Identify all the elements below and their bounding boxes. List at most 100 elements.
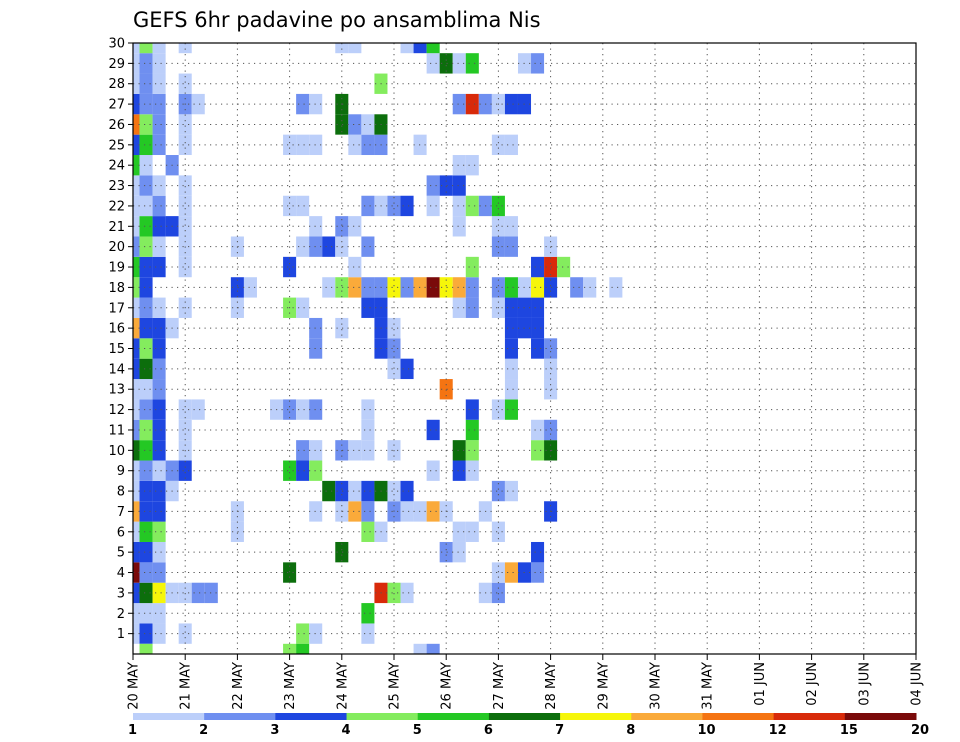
heatmap-cell — [361, 297, 375, 318]
heatmap-cell — [400, 358, 414, 380]
x-tick-label: 20 MAY — [127, 662, 142, 710]
colorbar-swatch — [275, 713, 348, 720]
heatmap-cell — [133, 256, 140, 278]
heatmap-cell — [152, 53, 166, 74]
colorbar-swatch — [346, 713, 419, 720]
y-tick-label: 14 — [108, 362, 125, 377]
y-tick-label: 2 — [117, 607, 125, 622]
colorbar-swatch — [702, 713, 775, 720]
heatmap-cell — [491, 521, 505, 542]
heatmap-cell — [504, 216, 518, 237]
heatmap-cell — [139, 358, 153, 380]
heatmap-cell — [178, 399, 192, 420]
heatmap-cell — [133, 134, 140, 156]
heatmap-cell — [452, 521, 466, 542]
heatmap-cell — [139, 195, 153, 217]
heatmap-cell — [133, 460, 140, 481]
heatmap-cell — [413, 43, 427, 54]
heatmap-cell — [531, 562, 545, 583]
heatmap-cell — [452, 297, 466, 318]
x-tick-label: 28 MAY — [544, 662, 559, 710]
x-tick-label: 02 JUN — [805, 662, 820, 706]
heatmap-cell — [361, 603, 375, 624]
heatmap-cell — [152, 216, 166, 237]
heatmap-cell — [133, 521, 140, 542]
heatmap-cell — [400, 43, 414, 54]
heatmap-cell — [139, 175, 153, 196]
heatmap-cell — [504, 358, 518, 380]
heatmap-cell — [544, 419, 558, 441]
heatmap-cell — [296, 134, 310, 156]
heatmap-cell — [452, 175, 466, 196]
heatmap-cell — [531, 53, 545, 74]
colorbar-label: 10 — [697, 723, 715, 738]
x-tick-label: 23 MAY — [283, 662, 298, 710]
heatmap-cell — [191, 399, 205, 420]
heatmap-cell — [504, 317, 518, 339]
heatmap-cell — [139, 216, 153, 237]
x-tick-label: 24 MAY — [335, 662, 350, 710]
heatmap-cell — [139, 297, 153, 318]
heatmap-cell — [152, 358, 166, 380]
heatmap-cell — [178, 114, 192, 135]
y-tick-label: 1 — [117, 627, 125, 642]
heatmap-cell — [178, 582, 192, 604]
heatmap-cell — [504, 379, 518, 400]
heatmap-cell — [133, 399, 140, 420]
x-tick-label: 30 MAY — [649, 662, 664, 710]
heatmap-cell — [133, 277, 140, 298]
heatmap-cell — [465, 521, 479, 542]
heatmap-cell — [426, 195, 440, 217]
y-tick-label: 10 — [108, 444, 125, 459]
heatmap-cell — [139, 603, 153, 624]
heatmap-cell — [133, 155, 140, 176]
x-tick-label: 27 MAY — [492, 662, 507, 710]
colorbar-label: 4 — [342, 723, 351, 738]
heatmap-cell — [178, 256, 192, 278]
y-tick-label: 20 — [108, 240, 125, 255]
heatmap-cell — [133, 73, 140, 94]
heatmap-cell — [139, 277, 153, 298]
heatmap-cell — [296, 195, 310, 217]
heatmap-cell — [570, 277, 584, 298]
heatmap-cell — [178, 175, 192, 196]
heatmap-cell — [133, 114, 140, 135]
heatmap-cell — [133, 541, 140, 563]
heatmap-cell — [296, 399, 310, 420]
heatmap-cell — [152, 399, 166, 420]
colorbar-swatch — [560, 713, 632, 720]
heatmap-cell — [283, 562, 297, 583]
heatmap-cell — [544, 358, 558, 380]
heatmap-cell — [544, 277, 558, 298]
y-tick-label: 22 — [108, 199, 125, 214]
heatmap-cell — [230, 277, 244, 298]
heatmap-cell — [465, 460, 479, 481]
heatmap-cell — [452, 541, 466, 563]
heatmap-cell — [504, 134, 518, 156]
colorbar-label: 5 — [413, 723, 422, 738]
heatmap-cell — [348, 43, 362, 54]
y-tick-label: 9 — [117, 464, 125, 479]
heatmap-cell — [133, 236, 140, 257]
heatmap-cell — [139, 440, 153, 461]
colorbar-label: 15 — [840, 723, 858, 738]
heatmap-cell — [465, 256, 479, 278]
heatmap-cell — [504, 399, 518, 420]
y-tick-label: 24 — [108, 159, 125, 174]
y-tick-label: 16 — [108, 322, 125, 337]
heatmap-cell — [133, 623, 140, 644]
heatmap-cell — [133, 419, 140, 441]
heatmap-cell — [452, 93, 466, 115]
heatmap-cell — [348, 216, 362, 237]
heatmap-cell — [139, 582, 153, 604]
heatmap-cell — [557, 256, 571, 278]
colorbar-label: 7 — [555, 723, 564, 738]
colorbar-swatch — [631, 713, 703, 720]
heatmap-cell — [133, 480, 140, 502]
heatmap-cell — [531, 338, 545, 359]
heatmap-cell — [491, 480, 505, 502]
heatmap-cell — [139, 480, 153, 502]
heatmap-cell — [491, 195, 505, 217]
chart-title: GEFS 6hr padavine po ansamblima Nis — [133, 8, 541, 32]
heatmap-cell — [361, 236, 375, 257]
